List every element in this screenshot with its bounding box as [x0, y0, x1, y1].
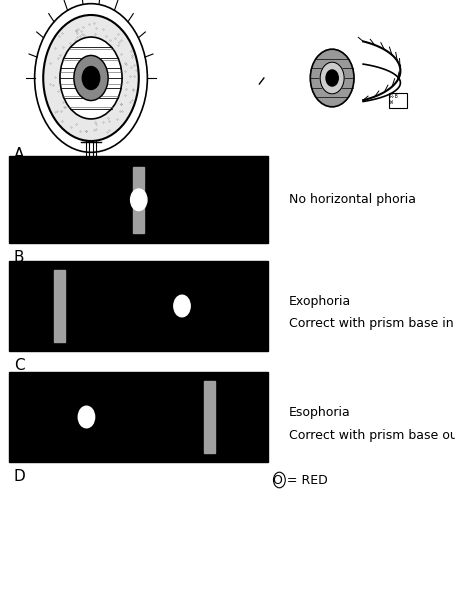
Text: B: B	[14, 250, 24, 265]
Bar	[204, 381, 215, 453]
Text: No horizontal phoria: No horizontal phoria	[289, 193, 416, 206]
Bar	[133, 167, 144, 233]
Text: Exophoria: Exophoria	[289, 295, 351, 308]
Bar	[54, 270, 65, 342]
Circle shape	[43, 15, 139, 141]
Circle shape	[320, 62, 344, 94]
Circle shape	[310, 49, 354, 107]
Text: O = RED: O = RED	[273, 473, 328, 487]
Circle shape	[82, 67, 100, 89]
Text: Esophoria: Esophoria	[289, 406, 351, 419]
Text: R·B
W: R·B W	[390, 94, 399, 105]
Text: Correct with prism base out: Correct with prism base out	[289, 429, 455, 442]
Bar	[9, 261, 268, 351]
Text: Correct with prism base in: Correct with prism base in	[289, 317, 454, 331]
Text: D: D	[14, 469, 25, 484]
Text: C: C	[14, 358, 24, 373]
Bar	[389, 93, 407, 108]
Circle shape	[174, 295, 190, 317]
Text: A: A	[14, 147, 24, 162]
Bar	[9, 156, 268, 243]
Circle shape	[60, 37, 122, 119]
Circle shape	[78, 406, 95, 428]
Bar	[9, 372, 268, 462]
Circle shape	[326, 70, 338, 86]
Circle shape	[74, 55, 108, 101]
Polygon shape	[363, 41, 400, 101]
Circle shape	[131, 189, 147, 211]
